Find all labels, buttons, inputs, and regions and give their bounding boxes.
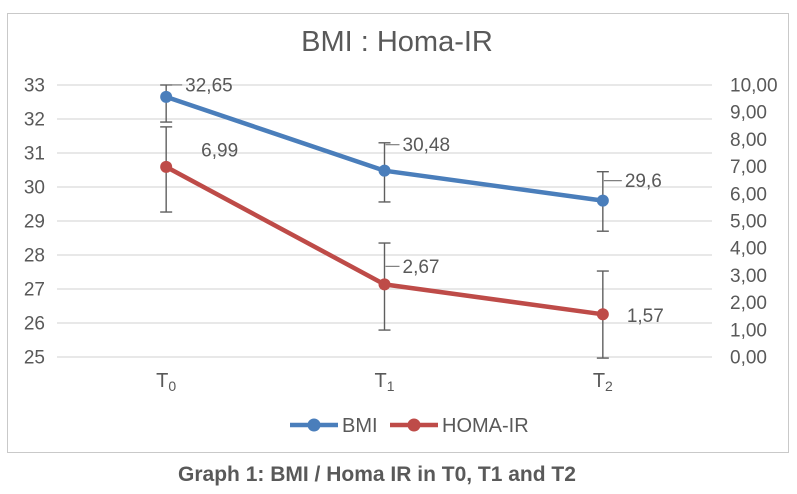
left-axis-tick-label: 30 bbox=[24, 178, 45, 199]
left-axis-tick-label: 26 bbox=[24, 314, 45, 335]
legend-marker-icon-homa-ir bbox=[407, 418, 421, 432]
data-point-marker-homa-ir bbox=[378, 278, 391, 291]
left-axis-tick-label: 29 bbox=[24, 212, 45, 233]
data-label-bmi: 32,65 bbox=[185, 75, 233, 96]
legend: BMI HOMA-IR bbox=[290, 415, 529, 437]
x-axis-label: T2 bbox=[593, 370, 613, 394]
legend-item-homa-ir: HOMA-IR bbox=[390, 415, 529, 437]
data-label-bmi: 30,48 bbox=[403, 135, 451, 156]
data-point-marker-bmi bbox=[378, 164, 391, 177]
chart-caption: Graph 1: BMI / Homa IR in T0, T1 and T2 bbox=[178, 463, 576, 486]
right-axis-tick-label: 8,00 bbox=[730, 130, 767, 151]
right-axis-tick-label: 10,00 bbox=[730, 76, 778, 97]
data-point-marker-homa-ir bbox=[596, 308, 609, 321]
right-axis-tick-label: 2,00 bbox=[730, 293, 767, 314]
chart-frame bbox=[7, 13, 789, 453]
legend-label-bmi: BMI bbox=[342, 415, 378, 437]
chart-title: BMI : Homa-IR bbox=[301, 26, 493, 58]
legend-item-bmi: BMI bbox=[290, 415, 378, 437]
left-axis-tick-label: 28 bbox=[24, 246, 45, 267]
x-axis-label: T1 bbox=[374, 370, 394, 394]
plot-area: 33 32 31 30 29 28 27 26 25 10,00 9,00 8,00 7,00 6,00 5… bbox=[24, 75, 778, 394]
data-label-homa-ir: 6,99 bbox=[201, 140, 238, 161]
right-axis-tick-label: 0,00 bbox=[730, 348, 767, 369]
left-axis-tick-label: 25 bbox=[24, 348, 45, 369]
data-point-marker-bmi bbox=[160, 90, 173, 103]
x-axis-label: T0 bbox=[156, 370, 176, 394]
legend-label-homa-ir: HOMA-IR bbox=[442, 415, 529, 437]
data-label-homa-ir: 1,57 bbox=[627, 306, 664, 327]
legend-marker-icon-bmi bbox=[307, 418, 321, 432]
right-axis-tick-label: 3,00 bbox=[730, 266, 767, 287]
data-point-marker-bmi bbox=[596, 194, 609, 207]
right-axis-tick-label: 4,00 bbox=[730, 239, 767, 260]
right-axis-tick-label: 5,00 bbox=[730, 212, 767, 233]
right-axis-tick-label: 9,00 bbox=[730, 103, 767, 124]
left-axis-tick-label: 33 bbox=[24, 76, 45, 97]
left-axis-tick-label: 31 bbox=[24, 144, 45, 165]
data-point-marker-homa-ir bbox=[160, 160, 173, 173]
left-axis-tick-label: 27 bbox=[24, 280, 45, 301]
data-label-bmi: 29,6 bbox=[625, 171, 662, 192]
right-axis-tick-label: 7,00 bbox=[730, 157, 767, 178]
right-axis-tick-label: 1,00 bbox=[730, 320, 767, 341]
right-axis-tick-label: 6,00 bbox=[730, 184, 767, 205]
data-label-homa-ir: 2,67 bbox=[403, 257, 440, 278]
left-axis-tick-label: 32 bbox=[24, 110, 45, 131]
